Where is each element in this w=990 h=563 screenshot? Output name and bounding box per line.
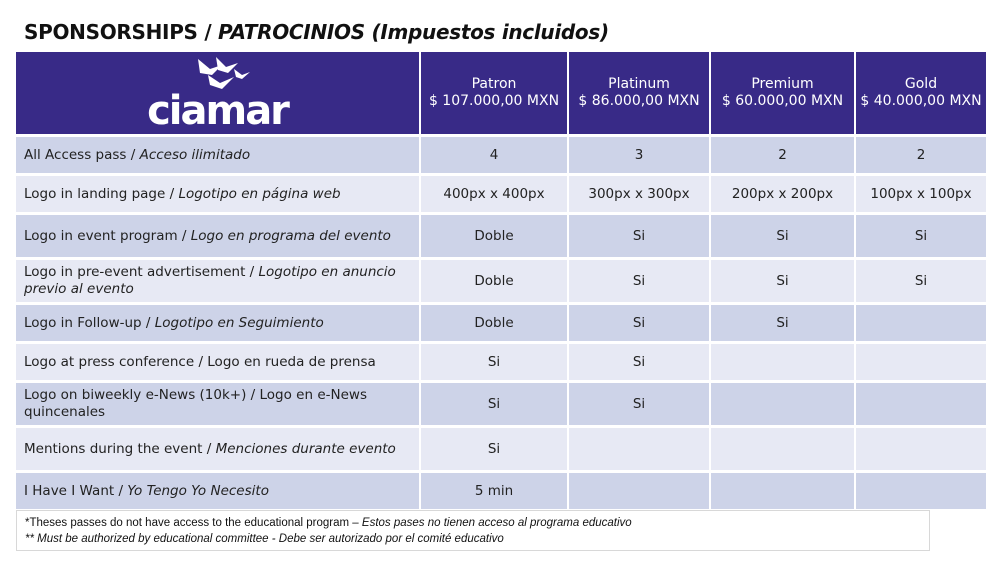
tier-value <box>711 473 854 509</box>
tier-value: Si <box>569 305 709 341</box>
tier-value: 3 <box>569 137 709 173</box>
feature-label: All Access pass / Acceso ilimitado <box>16 137 419 173</box>
tier-price: $ 107.000,00 MXN <box>428 93 560 109</box>
tier-value <box>856 383 986 425</box>
feature-es: Logotipo en Seguimiento <box>154 314 324 331</box>
logo-text: ciamar <box>147 88 290 134</box>
title-es: PATROCINIOS (Impuestos incluidos) <box>218 20 609 44</box>
feature-label: I Have I Want / Yo Tengo Yo Necesito <box>16 473 419 509</box>
tier-value: 2 <box>856 137 986 173</box>
tier-value <box>711 428 854 470</box>
tier-value: Si <box>856 260 986 302</box>
feature-en: Logo in landing page / <box>24 185 179 202</box>
tier-value <box>711 383 854 425</box>
tier-price: $ 60.000,00 MXN <box>721 93 844 109</box>
feature-en: Logo in pre-event advertisement / <box>24 264 259 280</box>
tier-value: Si <box>421 383 567 425</box>
table-row: Logo at press conference / Logo en rueda… <box>16 344 986 380</box>
birds-icon <box>197 57 250 89</box>
table-row: Mentions during the event / Menciones du… <box>16 428 986 470</box>
tier-value: Si <box>421 344 567 380</box>
footnote-1-es: Estos pases no tienen acceso al programa… <box>361 517 632 529</box>
table-row: Logo in pre-event advertisement / Logoti… <box>16 260 986 302</box>
feature-label: Logo on biweekly e-News (10k+) / Logo en… <box>16 383 419 425</box>
table-row: I Have I Want / Yo Tengo Yo Necesito 5 mi… <box>16 473 986 509</box>
header-row: ciamar Patron $ 107.000,00 MXN Platinum $ … <box>16 52 986 134</box>
tier-value: Doble <box>421 215 567 257</box>
table-row: Logo in landing page / Logotipo en págin… <box>16 176 986 212</box>
feature-label: Mentions during the event / Menciones du… <box>16 428 419 470</box>
tier-value: Doble <box>421 305 567 341</box>
tier-gold: Gold $ 40.000,00 MXN <box>856 52 986 134</box>
tier-name: Premium <box>751 76 814 92</box>
tier-value <box>856 428 986 470</box>
tier-value <box>569 428 709 470</box>
tier-value: Doble <box>421 260 567 302</box>
feature-en: Logo in Follow-up / <box>24 314 155 331</box>
footnote-1-en: *Theses passes do not have access to the… <box>25 517 362 529</box>
feature-label: Logo in event program / Logo en programa… <box>16 215 419 257</box>
tier-value: Si <box>711 215 854 257</box>
page-title: SPONSORSHIPS / PATROCINIOS (Impuestos in… <box>24 20 609 44</box>
tier-value <box>856 305 986 341</box>
tier-name: Patron <box>471 76 517 92</box>
sponsorship-table: ciamar Patron $ 107.000,00 MXN Platinum $ … <box>14 49 988 512</box>
tier-price: $ 40.000,00 MXN <box>860 93 982 109</box>
tier-platinum: Platinum $ 86.000,00 MXN <box>569 52 709 134</box>
feature-es: Logotipo en anuncio previo al evento <box>24 264 396 297</box>
title-en: SPONSORSHIPS / <box>24 20 218 44</box>
feature-label: Logo in pre-event advertisement / Logoti… <box>16 260 419 302</box>
tier-value: 100px x 100px <box>856 176 986 212</box>
table-row: Logo on biweekly e-News (10k+) / Logo en… <box>16 383 986 425</box>
table-row: Logo in event program / Logo en programa… <box>16 215 986 257</box>
tier-value: Si <box>569 215 709 257</box>
tier-value <box>711 344 854 380</box>
tier-value: Si <box>711 305 854 341</box>
tier-value: 5 min <box>421 473 567 509</box>
tier-name: Gold <box>904 76 938 92</box>
feature-es: Acceso ilimitado <box>139 146 251 163</box>
feature-en: Mentions during the event / <box>24 440 216 457</box>
table-row: Logo in Follow-up / Logotipo en Seguimie… <box>16 305 986 341</box>
footnote-2-text: ** Must be authorized by educational com… <box>25 533 504 545</box>
tier-value: 2 <box>711 137 854 173</box>
feature-en: Logo at press conference / Logo en rueda… <box>24 353 376 370</box>
feature-en: I Have I Want / <box>24 482 128 499</box>
tier-value <box>856 344 986 380</box>
tier-price: $ 86.000,00 MXN <box>578 93 700 109</box>
footnotes: *Theses passes do not have access to the… <box>16 510 930 551</box>
feature-en: All Access pass / <box>24 146 140 163</box>
tier-value: Si <box>569 260 709 302</box>
tier-patron: Patron $ 107.000,00 MXN <box>421 52 567 134</box>
tier-value <box>569 473 709 509</box>
tier-value: 400px x 400px <box>421 176 567 212</box>
tier-name: Platinum <box>608 76 670 92</box>
footnote-2: ** Must be authorized by educational com… <box>25 531 921 547</box>
tier-value: 4 <box>421 137 567 173</box>
tier-value: Si <box>421 428 567 470</box>
feature-en: Logo in event program / <box>24 227 191 244</box>
feature-es: Logo en programa del evento <box>190 227 391 244</box>
tier-value: 200px x 200px <box>711 176 854 212</box>
feature-es: Logotipo en página web <box>178 185 341 202</box>
tier-value: Si <box>569 383 709 425</box>
feature-label: Logo in landing page / Logotipo en págin… <box>16 176 419 212</box>
feature-en: Logo on biweekly e-News (10k+) / Logo en… <box>24 387 367 420</box>
tier-value: Si <box>569 344 709 380</box>
tier-value: Si <box>711 260 854 302</box>
tier-value <box>856 473 986 509</box>
feature-label: Logo in Follow-up / Logotipo en Seguimie… <box>16 305 419 341</box>
ciamar-logo: ciamar <box>18 55 417 131</box>
table-row: All Access pass / Acceso ilimitado 4 3 2 2 <box>16 137 986 173</box>
feature-label: Logo at press conference / Logo en rueda… <box>16 344 419 380</box>
tier-value: Si <box>856 215 986 257</box>
tier-premium: Premium $ 60.000,00 MXN <box>711 52 854 134</box>
feature-es: Yo Tengo Yo Necesito <box>127 482 269 499</box>
tier-value: 300px x 300px <box>569 176 709 212</box>
footnote-1: *Theses passes do not have access to the… <box>25 515 921 531</box>
logo-cell: ciamar <box>16 52 419 134</box>
feature-es: Menciones durante evento <box>215 440 396 457</box>
